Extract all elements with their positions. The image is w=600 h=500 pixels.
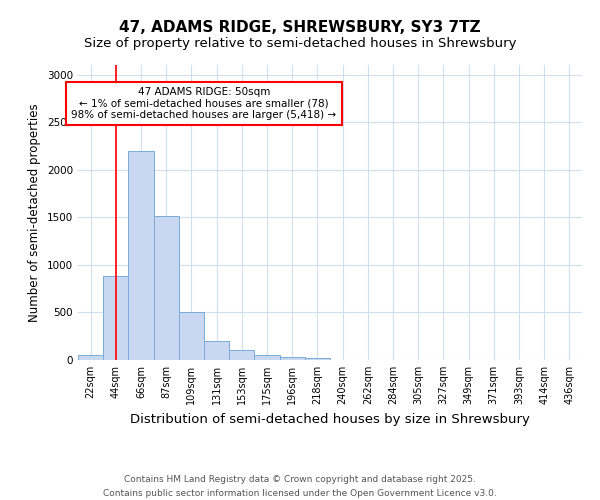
Bar: [179, 312, 204, 360]
Bar: [254, 355, 280, 360]
Bar: [229, 350, 254, 360]
Text: 47 ADAMS RIDGE: 50sqm
← 1% of semi-detached houses are smaller (78)
98% of semi-: 47 ADAMS RIDGE: 50sqm ← 1% of semi-detac…: [71, 87, 337, 120]
Text: 47, ADAMS RIDGE, SHREWSBURY, SY3 7TZ: 47, ADAMS RIDGE, SHREWSBURY, SY3 7TZ: [119, 20, 481, 35]
Bar: [128, 150, 154, 360]
Bar: [103, 276, 128, 360]
Bar: [280, 357, 305, 360]
Text: Contains HM Land Registry data © Crown copyright and database right 2025.
Contai: Contains HM Land Registry data © Crown c…: [103, 476, 497, 498]
Bar: [305, 358, 330, 360]
Bar: [204, 341, 229, 360]
Text: Size of property relative to semi-detached houses in Shrewsbury: Size of property relative to semi-detach…: [84, 38, 516, 51]
Bar: [154, 216, 179, 360]
X-axis label: Distribution of semi-detached houses by size in Shrewsbury: Distribution of semi-detached houses by …: [130, 412, 530, 426]
Y-axis label: Number of semi-detached properties: Number of semi-detached properties: [28, 103, 41, 322]
Bar: [78, 355, 103, 360]
